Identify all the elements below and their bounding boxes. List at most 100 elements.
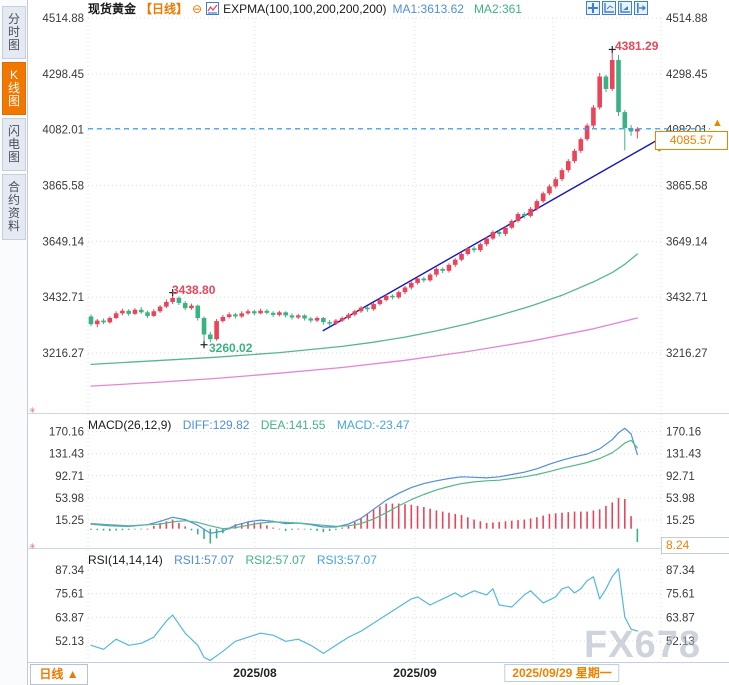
sidebar-tab-flash-chart[interactable]: 闪电图	[2, 118, 26, 171]
sidebar-tab-time-chart[interactable]: 分时图	[2, 6, 26, 59]
macd-last-tag: 8.24	[661, 537, 729, 554]
macd-hist-bar	[153, 525, 155, 529]
candle-body	[365, 307, 370, 310]
chart-header: 现货黄金 【日线】 ⊖ EXPMA(100,100,200,200,200) M…	[88, 1, 522, 17]
macd-hist-bar	[127, 528, 130, 530]
candle-body	[471, 248, 477, 251]
panel-resize-icon[interactable]: ✳	[29, 542, 36, 551]
candle-body	[421, 278, 427, 281]
panel-resize-icon[interactable]: ✳	[29, 406, 36, 415]
macd-hist-bar	[523, 519, 526, 529]
candle-body	[427, 274, 433, 281]
candle-body	[402, 287, 408, 293]
macd-hist-bar	[636, 528, 639, 543]
candle-body	[390, 295, 395, 298]
y-axis-label: 3216.27	[666, 348, 708, 360]
macd-hist-bar	[630, 516, 632, 529]
candle-body	[245, 311, 251, 314]
macd-hist-bar	[109, 528, 111, 531]
macd-hist-bar	[510, 520, 513, 529]
candle-body	[553, 179, 559, 187]
candle-body	[333, 320, 339, 324]
candle-body	[559, 170, 565, 180]
macd-dea-line	[90, 439, 639, 530]
macd-hist-bar	[592, 510, 595, 529]
candle-body	[264, 310, 270, 313]
indicator-chart-icon[interactable]	[206, 2, 220, 15]
sidebar-tab-contract-info[interactable]: 合约资料	[2, 174, 26, 240]
macd-hist-bar	[102, 528, 105, 531]
x-axis-label: 2025/09	[393, 666, 437, 680]
macd-hist-bar	[278, 528, 281, 530]
period-dropdown-arrow-icon: ▲	[66, 667, 79, 681]
macd-hist-bar	[467, 517, 469, 529]
link-toggle-icon[interactable]: ⊖	[192, 1, 203, 16]
crosshair-icon[interactable]	[586, 1, 600, 15]
candle-body	[628, 128, 634, 132]
macd-hist-bar	[504, 521, 507, 529]
candle-body	[220, 316, 226, 322]
candle-body	[415, 278, 420, 283]
candle-body	[327, 322, 332, 324]
swing-low-annotation: 3260.02	[209, 341, 253, 355]
indicator-axis-icon[interactable]	[618, 1, 632, 15]
macd-hist-bar	[134, 528, 136, 530]
macd-hist-bar	[586, 511, 588, 529]
candle-body	[120, 310, 125, 314]
sidebar-tab-kline-chart[interactable]: K线图	[2, 62, 26, 115]
candle-body	[308, 318, 314, 321]
axis-scale-icon[interactable]	[602, 1, 616, 15]
macd-hist-bar	[96, 528, 99, 531]
candle-body	[195, 305, 201, 318]
pan-right-icon[interactable]	[634, 1, 648, 15]
candle-body	[440, 268, 445, 271]
candle-body	[584, 125, 590, 140]
y-axis-label: 63.87	[55, 612, 84, 624]
macd-hist-bar	[404, 504, 406, 529]
macd-hist-bar	[203, 528, 205, 539]
candle-body	[176, 297, 182, 304]
macd-hist-bar	[284, 528, 287, 531]
macd-hist-bar	[335, 528, 337, 530]
candle-body	[107, 317, 113, 323]
y-axis-label: 170.16	[666, 427, 701, 439]
y-axis-label: 87.34	[666, 565, 695, 577]
y-axis-label: 3649.14	[42, 236, 84, 248]
macd-hist-bar	[492, 522, 494, 529]
macd-hist-bar	[228, 528, 230, 530]
candle-body	[170, 297, 175, 302]
macd-hist-bar	[266, 525, 268, 529]
macd-hist-bar	[529, 518, 532, 529]
y-axis-label: 3865.58	[666, 180, 708, 192]
candle-body	[515, 214, 521, 221]
macd-hist-bar	[209, 528, 212, 544]
candle-body	[522, 214, 527, 216]
y-axis-label: 4298.45	[666, 69, 708, 81]
trendline	[322, 139, 658, 332]
macd-hist-bar	[322, 528, 325, 533]
y-axis-label: 87.34	[55, 565, 84, 577]
macd-hist-bar	[611, 502, 614, 529]
candle-body	[164, 301, 169, 307]
period-selector[interactable]: 日线 ▲	[30, 664, 88, 685]
macd-hist-bar	[215, 528, 218, 539]
candle-body	[352, 311, 358, 315]
ma1-value: MA1:3613.62	[392, 1, 464, 16]
y-axis-label: 53.98	[666, 493, 695, 505]
macd-hist-bar	[485, 522, 488, 529]
y-axis-label: 170.16	[49, 427, 84, 439]
candle-body	[509, 220, 515, 228]
candle-body	[214, 321, 219, 340]
candle-body	[478, 244, 483, 251]
macd-panel-header: MACD(26,12,9) DIFF:129.82 DEA:141.55 MAC…	[88, 418, 410, 432]
period-tag: 【日线】	[140, 2, 189, 16]
macd-hist-bar	[310, 528, 312, 530]
macd-hist-bar	[303, 528, 306, 530]
candle-body	[528, 208, 533, 216]
current-price-tag: 4085.57	[655, 131, 728, 150]
candle-body	[490, 232, 496, 239]
candle-body	[396, 292, 402, 298]
y-axis-label: 4514.88	[42, 13, 84, 25]
y-axis-label: 3216.27	[42, 348, 84, 360]
macd-hist-bar	[397, 503, 400, 529]
